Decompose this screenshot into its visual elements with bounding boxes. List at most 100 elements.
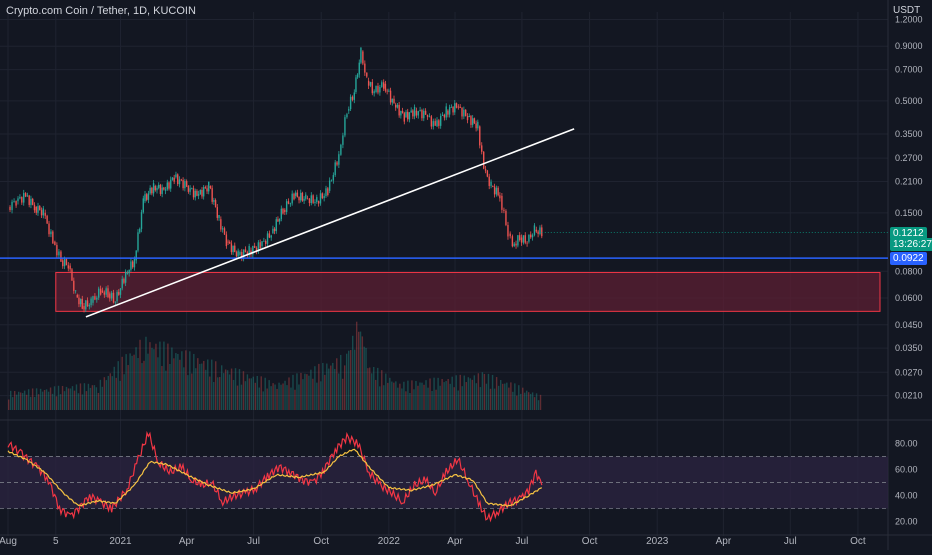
volume-bar [29, 396, 32, 410]
volume-bar [171, 347, 173, 410]
candle-body [268, 233, 271, 238]
volume-bar [211, 359, 213, 410]
candle-body [519, 235, 521, 241]
candle-body [393, 98, 395, 104]
candle-body [441, 114, 444, 116]
volume-bar [103, 377, 106, 410]
volume-bar [431, 390, 433, 410]
volume-bar [19, 392, 22, 410]
time-axis-tick: Oct [582, 536, 598, 547]
price-axis-tick: 0.1500 [895, 208, 923, 218]
volume-bar [215, 361, 217, 410]
volume-bar [185, 350, 187, 410]
volume-bar [17, 391, 20, 410]
candle-body [293, 193, 295, 200]
candle-body [305, 194, 307, 199]
candle-body [314, 201, 316, 203]
volume-bar [121, 356, 123, 410]
volume-bar [377, 367, 379, 410]
candle-body [58, 251, 60, 256]
candle-body [71, 269, 73, 281]
volume-bar [71, 386, 74, 410]
volume-bar [489, 388, 492, 410]
chart-title: Crypto.com Coin / Tether, 1D, KUCOIN [6, 5, 196, 17]
volume-bar [403, 381, 405, 410]
volume-bar [522, 387, 524, 410]
candle-body [159, 184, 162, 194]
volume-bar [497, 385, 500, 410]
volume-bar [326, 363, 328, 410]
candle-body [37, 206, 39, 213]
candle-body [96, 297, 98, 300]
candle-body [130, 261, 132, 270]
candle-body [199, 189, 202, 194]
volume-bar [228, 374, 231, 410]
price-axis-tick: 0.2100 [895, 177, 923, 187]
candle-body [86, 300, 89, 307]
candle-body [124, 271, 127, 283]
candle-body [259, 242, 261, 249]
candle-body [166, 182, 169, 190]
volume-bar [457, 390, 459, 410]
candle-body [317, 201, 320, 204]
candle-body [225, 234, 228, 247]
volume-bar [379, 386, 381, 410]
candle-body [389, 90, 392, 103]
candle-body [384, 83, 387, 91]
candle-body [266, 233, 269, 244]
volume-bar [306, 374, 308, 410]
candle-body [69, 265, 71, 270]
volume-bar [147, 353, 149, 410]
candle-body [24, 193, 27, 197]
candle-body [109, 293, 111, 299]
candle-body [277, 219, 279, 222]
volume-bar [127, 365, 129, 410]
candle-body [415, 110, 418, 116]
candle-body [180, 179, 183, 181]
candle-body [35, 206, 37, 213]
volume-bar [302, 379, 304, 410]
volume-bar [129, 353, 131, 410]
volume-bar [349, 350, 352, 410]
volume-bar [334, 368, 336, 410]
candle-body [325, 188, 327, 197]
candle-body [52, 231, 54, 244]
volume-bar [177, 353, 179, 410]
candle-body [413, 106, 416, 117]
volume-bar [298, 384, 300, 410]
candle-body [99, 288, 102, 295]
volume-bar [459, 374, 461, 410]
volume-bar [45, 389, 48, 410]
volume-bar [443, 382, 445, 410]
volume-bar [535, 393, 538, 410]
time-axis-tick: Jul [784, 536, 797, 547]
candle-body [539, 227, 541, 234]
candle-body [344, 117, 346, 136]
candle-body [371, 82, 374, 94]
volume-bar [143, 360, 145, 410]
trendline [85, 128, 575, 318]
candle-body [400, 110, 402, 116]
volume-bar [499, 379, 502, 410]
candle-body [192, 188, 195, 198]
candle-body [214, 200, 217, 208]
candle-body [471, 118, 474, 125]
candle-body [270, 235, 272, 238]
volume-bar [421, 382, 423, 410]
volume-bar [469, 378, 472, 410]
volume-bar [248, 378, 251, 410]
volume-bar [137, 357, 139, 410]
volume-bar [533, 397, 536, 410]
candle-body [227, 241, 229, 243]
candle-body [278, 218, 281, 222]
time-axis-tick: Oct [850, 536, 866, 547]
volume-bar [93, 385, 96, 410]
candle-body [252, 245, 254, 255]
candle-body [128, 269, 130, 274]
candle-body [149, 187, 151, 194]
candle-body [312, 195, 314, 203]
volume-bar [455, 375, 457, 410]
volume-bar [518, 385, 520, 410]
